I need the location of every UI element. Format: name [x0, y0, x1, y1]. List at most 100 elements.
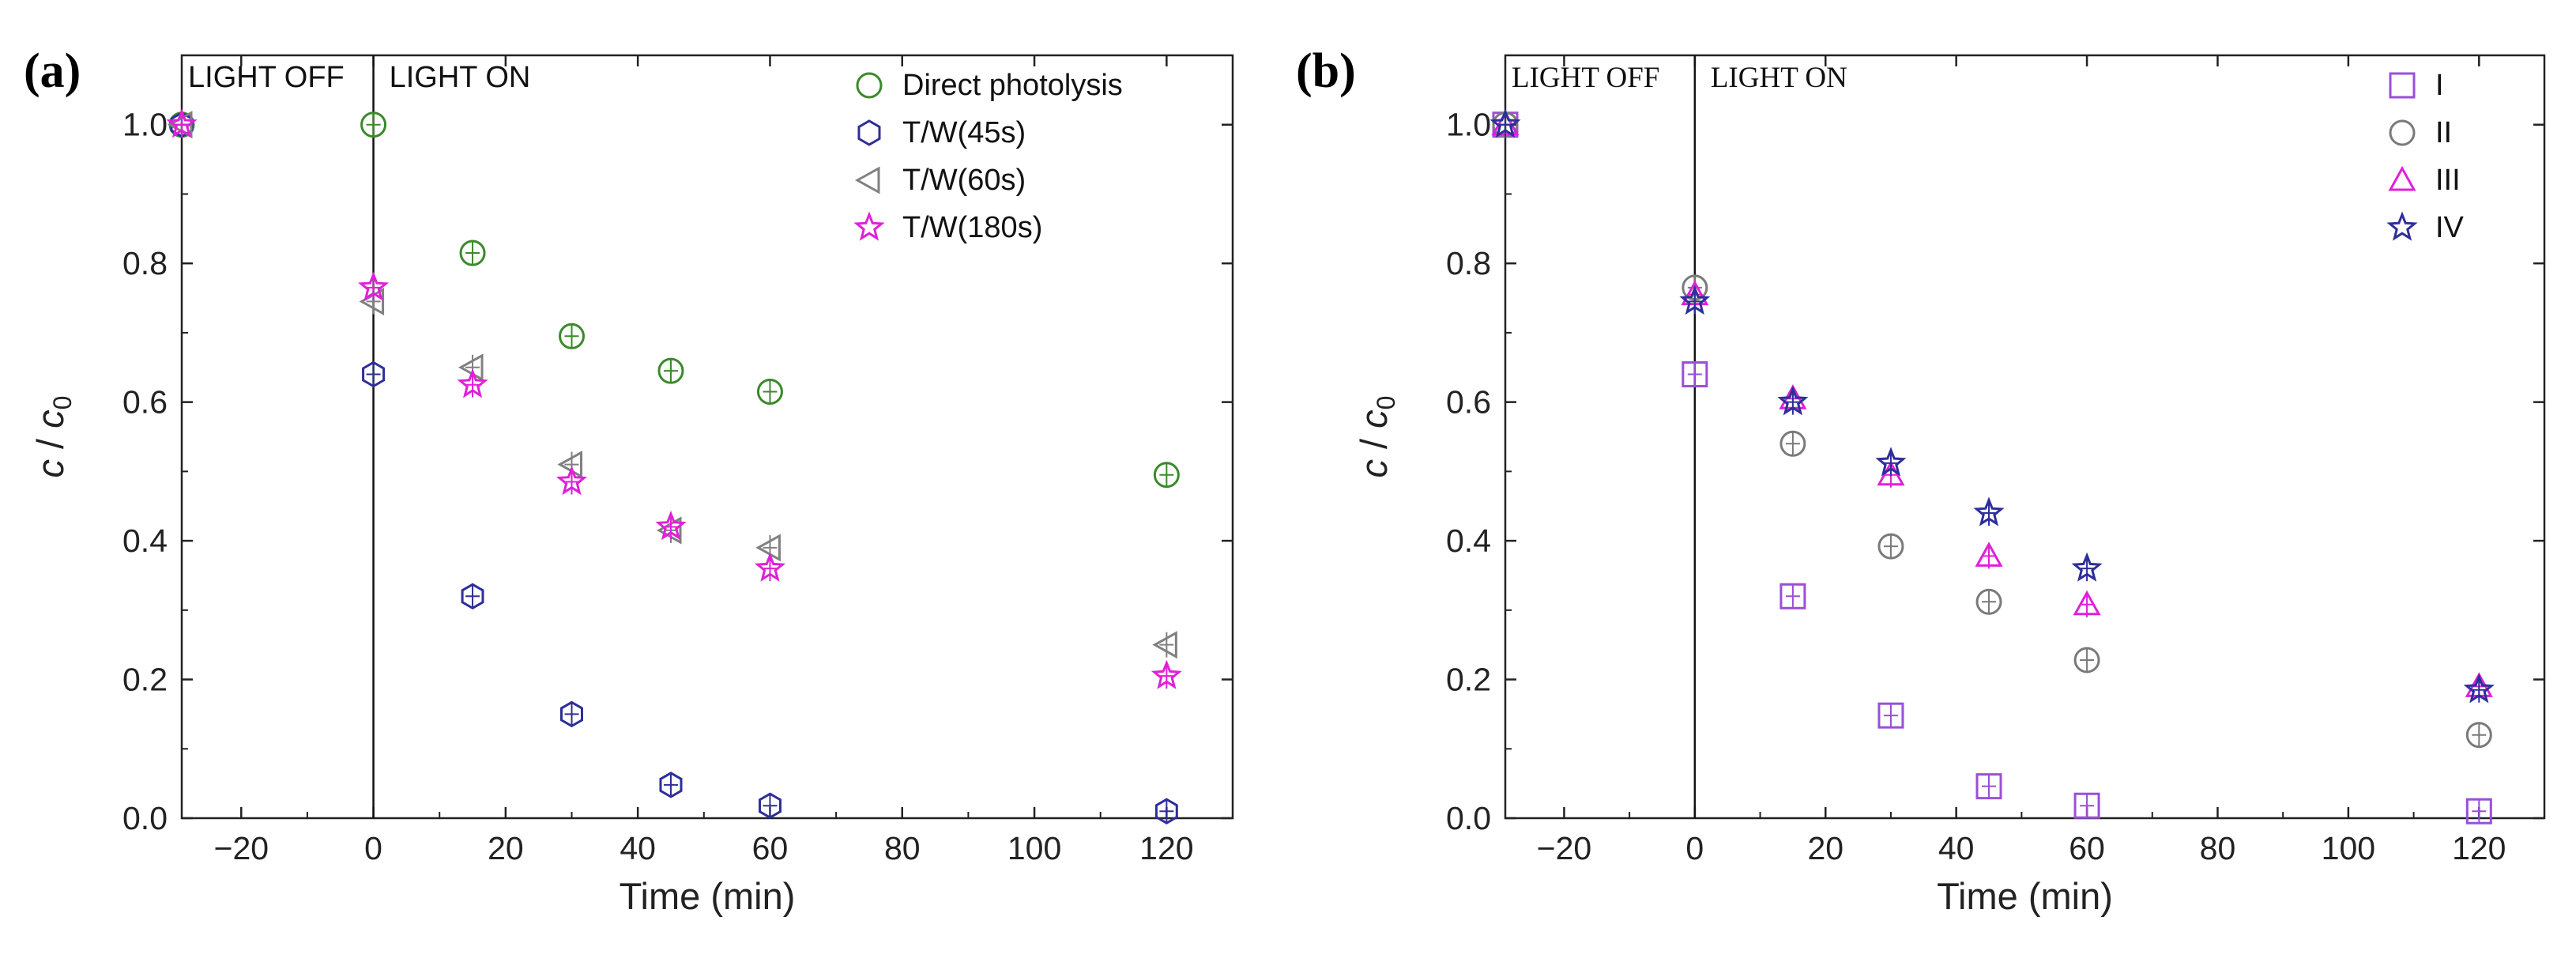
plot-frame-b: [1504, 54, 2546, 820]
data-point: [560, 700, 583, 728]
legend-marker-a-1: [856, 72, 883, 99]
series-b-4: [1489, 108, 2495, 704]
data-point: [360, 111, 387, 138]
data-point: [358, 271, 390, 301]
legend-label-a-4: T/W(180s): [902, 211, 1042, 244]
data-point: [1777, 385, 1809, 416]
x-tick-label-a: 60: [752, 830, 789, 866]
legend-marker-a-2: [857, 119, 881, 146]
data-point: [1779, 583, 1806, 609]
data-point: [1973, 496, 2005, 526]
y-tick-label-a: 0.6: [122, 384, 168, 421]
x-tick-label-a: 80: [884, 830, 921, 866]
legend-a: Direct photolysis T/W(45s) T/W(60s) T/W(180…: [853, 69, 1123, 244]
series-b-1: [1492, 111, 2492, 824]
data-point: [555, 465, 588, 496]
y-tick-label-a: 0.0: [122, 800, 168, 836]
x-tick-label-b: 0: [1685, 830, 1704, 866]
y-tick-label-b: 0.8: [1446, 245, 1491, 281]
data-point: [754, 552, 786, 582]
legend-marker-b-1: [2389, 72, 2416, 99]
data-point: [755, 534, 781, 562]
legend-label-b-2: II: [2435, 116, 2452, 149]
data-point: [362, 360, 386, 388]
data-point: [1152, 631, 1177, 659]
chart-panel-a: (a) −20 0 20 40 60 80 100 120 0.0 0.2 0.4 0.6 0.8 1.0…: [24, 44, 1234, 917]
y-axis-title-a-c: c: [29, 459, 71, 478]
x-tick-label-b: 60: [2069, 830, 2105, 866]
light-on-label-a: LIGHT ON: [390, 61, 531, 94]
x-tick-label-a: 0: [364, 830, 382, 866]
y-axis-title-a-c0: c: [29, 409, 71, 428]
data-point: [166, 108, 198, 138]
x-tick-label-a: 100: [1007, 830, 1061, 866]
y-tick-label-b: 1.0: [1446, 107, 1491, 143]
x-tick-label-a: 120: [1139, 830, 1193, 866]
data-point: [1682, 361, 1708, 388]
light-off-label-a: LIGHT OFF: [188, 61, 345, 94]
data-point: [1975, 588, 2002, 615]
data-point: [1489, 108, 1521, 138]
data-point: [659, 772, 683, 798]
y-axis-title-a: c / c0: [29, 396, 77, 478]
data-point: [2073, 792, 2100, 819]
data-point: [457, 368, 488, 398]
data-point: [1975, 773, 2002, 800]
light-on-label-b: LIGHT ON: [1711, 62, 1847, 94]
x-tick-label-b: 20: [1807, 830, 1843, 866]
data-point: [657, 357, 684, 384]
y-axis-title-b: c / c0: [1353, 396, 1400, 478]
x-tick-label-a: 40: [620, 830, 656, 866]
x-tick-label-b: 120: [2452, 830, 2506, 866]
data-point: [756, 378, 783, 405]
data-point: [1153, 462, 1180, 489]
legend-label-b-4: IV: [2435, 211, 2465, 244]
data-point: [656, 516, 682, 545]
data-point: [2073, 647, 2100, 674]
y-tick-label-a: 1.0: [122, 107, 168, 143]
y-axis-title-b-sep: /: [1353, 428, 1395, 459]
y-tick-label-b: 0.2: [1446, 662, 1491, 698]
y-tick-label-a: 0.4: [122, 523, 168, 559]
data-point: [559, 323, 586, 349]
x-tick-label-b: 100: [2322, 830, 2375, 866]
legend-marker-a-4: [853, 211, 885, 241]
series-a-4: [166, 108, 1182, 689]
legend-marker-a-3: [854, 166, 880, 194]
y-axis-title-a-sub: 0: [48, 396, 77, 410]
y-axis-title-b-c0: c: [1353, 409, 1395, 428]
legend-label-b-3: III: [2435, 164, 2461, 197]
data-point: [1877, 533, 1904, 560]
x-tick-label-b: 80: [2200, 830, 2236, 866]
data-point: [2465, 798, 2492, 824]
y-axis-title-b-c: c: [1353, 459, 1395, 478]
data-point: [1975, 541, 2003, 567]
y-tick-label-b: 0.0: [1446, 800, 1491, 836]
data-point: [2465, 722, 2492, 749]
legend-label-a-1: Direct photolysis: [902, 69, 1123, 102]
data-point: [459, 240, 486, 266]
data-point: [461, 583, 484, 610]
data-point: [1779, 430, 1806, 457]
data-point: [759, 792, 781, 819]
y-tick-label-b: 0.6: [1446, 384, 1491, 421]
data-point: [2463, 674, 2495, 704]
data-point: [359, 287, 385, 315]
x-tick-label-a: 20: [488, 830, 524, 866]
x-tick-label-a: −20: [214, 830, 269, 866]
x-tick-label-b: −20: [1537, 830, 1592, 866]
plot-frame-a: [180, 54, 1234, 820]
legend-label-a-3: T/W(60s): [902, 164, 1026, 197]
data-point: [1679, 285, 1711, 315]
light-off-label-b: LIGHT OFF: [1512, 62, 1659, 94]
data-point: [655, 510, 687, 541]
y-axis-title-b-sub: 0: [1372, 396, 1400, 410]
data-point: [1877, 702, 1904, 729]
panel-label-a: (a): [24, 44, 81, 98]
data-point: [1151, 659, 1182, 689]
y-axis-title-a-sep: /: [29, 428, 71, 459]
y-tick-label-a: 0.8: [122, 245, 168, 281]
legend-marker-b-2: [2389, 119, 2416, 146]
